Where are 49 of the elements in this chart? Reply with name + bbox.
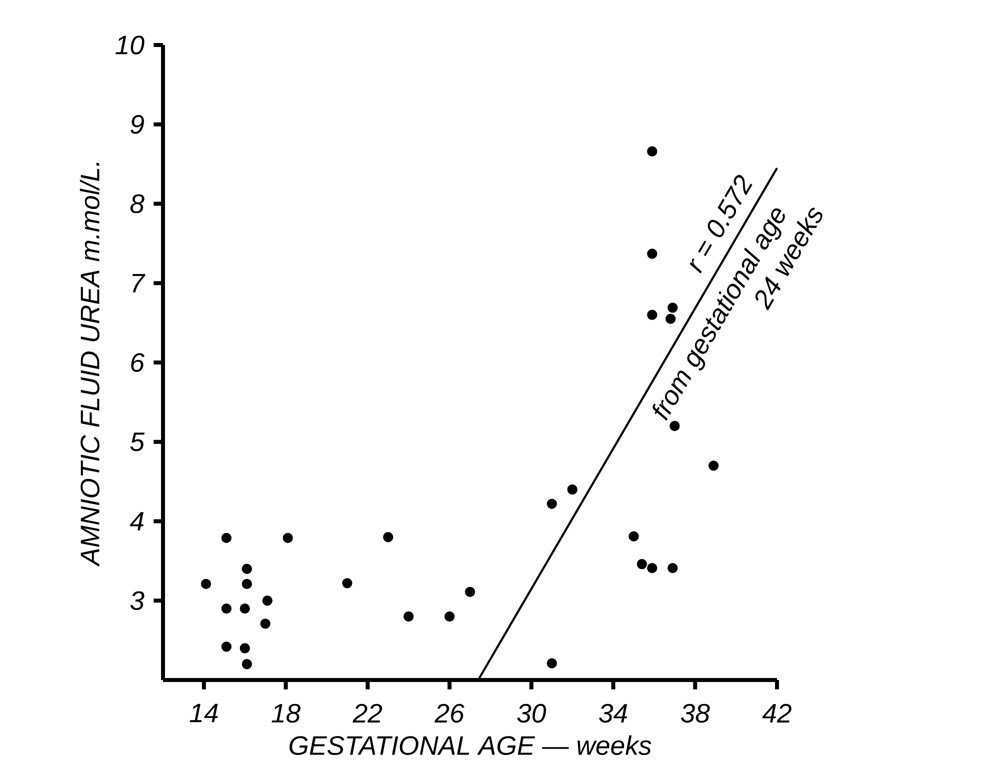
point: [668, 302, 678, 313]
point: [444, 611, 455, 622]
y-tick-label: 7: [132, 274, 146, 292]
y-tick-label: 9: [130, 114, 144, 134]
point: [647, 563, 658, 574]
point: [242, 659, 252, 670]
x-tick-label: 18: [272, 704, 300, 723]
point: [708, 460, 719, 471]
point: [628, 531, 639, 542]
x-tick-label: 22: [352, 704, 382, 722]
y-tick-label: 6: [131, 353, 145, 372]
point: [636, 559, 647, 570]
x-tick-label: 34: [599, 704, 628, 723]
x-tick-label: 42: [762, 704, 792, 722]
point: [240, 643, 250, 654]
point: [221, 532, 232, 543]
point: [647, 248, 658, 259]
y-tick-label: 4: [130, 512, 144, 530]
point: [647, 146, 658, 156]
point: [282, 532, 293, 543]
point: [221, 642, 232, 652]
point: [200, 578, 212, 590]
point: [546, 658, 557, 668]
x-tick-label: 14: [190, 704, 218, 722]
x-axis-title: GESTATIONAL AGE — weeks: [290, 735, 652, 755]
point: [342, 578, 352, 588]
point: [647, 310, 658, 320]
point: [666, 314, 676, 324]
y-tick-label: 10: [116, 36, 144, 54]
point: [260, 618, 270, 629]
point: [383, 532, 394, 542]
point: [464, 586, 476, 597]
x-tick-label: 26: [434, 704, 464, 723]
point: [670, 420, 680, 432]
x-tick-label: 30: [517, 704, 546, 723]
y-tick-label: 3: [130, 591, 144, 610]
point: [546, 498, 557, 509]
point: [404, 611, 414, 622]
point: [221, 603, 232, 614]
y-tick-label: 8: [130, 194, 144, 214]
point: [668, 563, 678, 574]
point: [242, 578, 252, 590]
y-tick-label: 5: [130, 432, 145, 452]
y-axis-title: AMNIOTIC FLUID UREA m.mol/L.: [80, 162, 100, 567]
x-tick-label: 38: [680, 704, 710, 723]
point: [567, 484, 578, 495]
point: [242, 564, 252, 574]
point: [262, 596, 272, 606]
point: [240, 603, 250, 614]
